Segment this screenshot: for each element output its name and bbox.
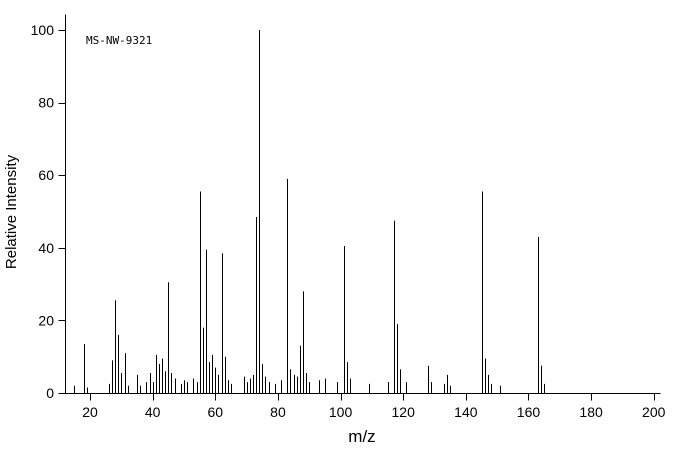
y-axis-title: Relative Intensity [3, 154, 20, 269]
x-axis-tick-label: 80 [270, 404, 286, 420]
y-axis-tick-label: 0 [46, 385, 54, 401]
peaks-layer [74, 30, 545, 394]
y-axis-tick-label: 20 [38, 312, 54, 328]
spectrum-id-label: MS-NW-9321 [86, 34, 152, 47]
x-axis-tick-label: 200 [642, 404, 666, 420]
x-axis-tick-label: 180 [579, 404, 603, 420]
x-axis-tick-label: 40 [145, 404, 161, 420]
axis-lines [65, 14, 661, 394]
x-axis-title: m/z [348, 427, 375, 446]
x-axis-tick-label: 140 [454, 404, 478, 420]
y-axis-tick-label: 60 [38, 167, 54, 183]
x-axis-tick-label: 60 [208, 404, 224, 420]
axes-layer: 0 20 40 60 80 100 20 40 60 80 100 120 140 160 180 200 [31, 14, 666, 420]
x-axis-tick-label: 100 [329, 404, 353, 420]
y-axis-tick-label: 80 [38, 95, 54, 111]
y-axis-tick-label: 100 [31, 22, 55, 38]
x-axis-tick-label: 20 [82, 404, 98, 420]
x-axis-tick-label: 160 [517, 404, 541, 420]
y-axis-tick-label: 40 [38, 240, 54, 256]
x-axis-tick-label: 120 [392, 404, 416, 420]
